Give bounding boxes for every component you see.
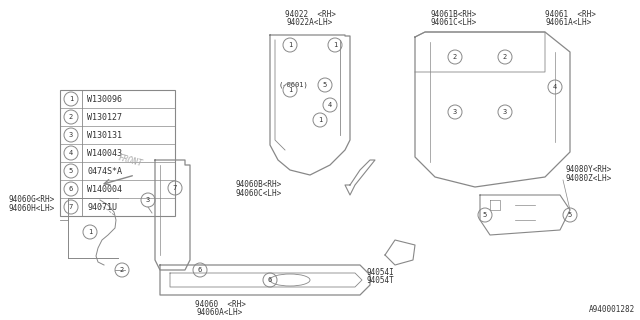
Text: 4: 4 [328, 102, 332, 108]
Bar [60, 90, 175, 216]
Text: 94061C<LH>: 94061C<LH> [430, 18, 476, 27]
Text: 94060H<LH>: 94060H<LH> [8, 204, 54, 213]
Text: 94054T: 94054T [366, 276, 394, 285]
Text: 94061  <RH>: 94061 <RH> [545, 10, 596, 19]
Text: 94080Y<RH>: 94080Y<RH> [565, 165, 611, 174]
Text: 94022  <RH>: 94022 <RH> [285, 10, 335, 19]
Text: 1: 1 [318, 117, 322, 123]
Text: 1: 1 [88, 229, 92, 235]
Text: 1: 1 [288, 87, 292, 93]
Text: 6: 6 [198, 267, 202, 273]
Text: 1: 1 [69, 96, 73, 102]
Text: 94061A<LH>: 94061A<LH> [545, 18, 591, 27]
Text: 2: 2 [503, 54, 507, 60]
Text: 0474S*A: 0474S*A [87, 166, 122, 175]
Text: 2: 2 [120, 267, 124, 273]
Text: 5: 5 [483, 212, 487, 218]
Text: 7: 7 [173, 185, 177, 191]
Text: 5: 5 [568, 212, 572, 218]
Text: 6: 6 [69, 186, 73, 192]
Text: W140004: W140004 [87, 185, 122, 194]
Text: 3: 3 [503, 109, 507, 115]
Text: 94080Z<LH>: 94080Z<LH> [565, 174, 611, 183]
Text: W130127: W130127 [87, 113, 122, 122]
Text: 94060G<RH>: 94060G<RH> [8, 195, 54, 204]
Text: (-0601): (-0601) [278, 82, 308, 88]
Text: A940001282: A940001282 [589, 305, 635, 314]
Text: 94060B<RH>: 94060B<RH> [235, 180, 281, 189]
Text: 3: 3 [453, 109, 457, 115]
Text: 94061B<RH>: 94061B<RH> [430, 10, 476, 19]
Text: W130096: W130096 [87, 94, 122, 103]
Text: 2: 2 [69, 114, 73, 120]
Text: 3: 3 [69, 132, 73, 138]
Text: 1: 1 [333, 42, 337, 48]
Text: W140043: W140043 [87, 148, 122, 157]
Text: 94071U: 94071U [87, 203, 117, 212]
Text: 6: 6 [268, 277, 272, 283]
Text: W130131: W130131 [87, 131, 122, 140]
Text: 5: 5 [323, 82, 327, 88]
Text: 94060A<LH>: 94060A<LH> [197, 308, 243, 317]
Text: 94054I: 94054I [366, 268, 394, 277]
Text: 94060  <RH>: 94060 <RH> [195, 300, 245, 309]
Text: 2: 2 [453, 54, 457, 60]
Text: 4: 4 [553, 84, 557, 90]
Text: 94022A<LH>: 94022A<LH> [287, 18, 333, 27]
Text: 7: 7 [69, 204, 73, 210]
Text: 4: 4 [69, 150, 73, 156]
Text: 94060C<LH>: 94060C<LH> [235, 189, 281, 198]
Text: 3: 3 [146, 197, 150, 203]
Text: FRONT: FRONT [116, 153, 143, 168]
Text: 1: 1 [288, 42, 292, 48]
Text: 5: 5 [69, 168, 73, 174]
